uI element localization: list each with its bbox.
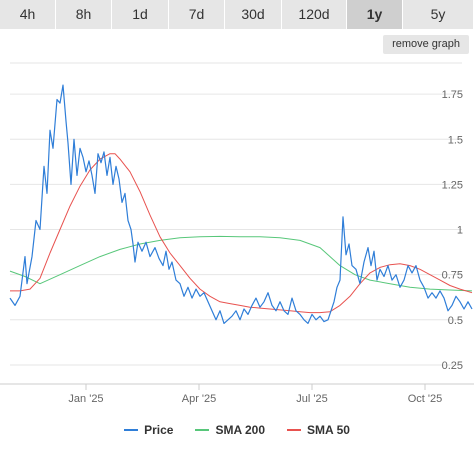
legend-label: Price (144, 423, 174, 437)
range-tab-1d[interactable]: 1d (112, 0, 169, 29)
legend-item-sma-200[interactable]: SMA 200 (195, 420, 265, 440)
range-tab-7d[interactable]: 7d (169, 0, 225, 29)
y-tick-label: 1.75 (442, 89, 463, 101)
legend-swatch (195, 429, 210, 431)
legend-item-sma-50[interactable]: SMA 50 (287, 420, 350, 440)
y-tick-label: 1.25 (442, 179, 463, 191)
range-tab-4h[interactable]: 4h (0, 0, 56, 29)
x-axis: Jan '25 Apr '25 Jul '25 Oct '25 (0, 383, 474, 405)
x-tick-label: Apr '25 (182, 393, 217, 405)
x-tick-label: Jul '25 (296, 393, 327, 405)
x-tick-label: Jan '25 (68, 393, 103, 405)
y-tick-label: 0.5 (448, 315, 463, 327)
legend-swatch (124, 429, 139, 431)
time-range-tabs: 4h 8h 1d 7d 30d 120d 1y 5y (0, 0, 474, 29)
range-tab-8h[interactable]: 8h (56, 0, 112, 29)
series-line-price (9, 84, 473, 324)
remove-graph-button[interactable]: remove graph (383, 35, 469, 54)
x-tick-label: Oct '25 (408, 393, 443, 405)
series-lines (9, 84, 473, 324)
legend-label: SMA 50 (307, 423, 350, 437)
y-tick-label: 1.5 (448, 134, 463, 146)
range-tab-1y[interactable]: 1y (347, 0, 403, 29)
y-axis: 0.25 0.5 0.75 1 1.25 1.5 1.75 (442, 89, 463, 372)
gridlines (10, 62, 462, 366)
chart-legend: Price SMA 200 SMA 50 (0, 420, 474, 440)
range-tab-30d[interactable]: 30d (225, 0, 282, 29)
legend-item-price[interactable]: Price (124, 420, 173, 440)
series-line-sma-200 (9, 235, 473, 292)
y-tick-label: 0.25 (442, 360, 463, 372)
range-tab-120d[interactable]: 120d (282, 0, 347, 29)
legend-swatch (287, 429, 302, 431)
y-tick-label: 0.75 (442, 270, 463, 282)
y-tick-label: 1 (457, 225, 463, 237)
series-line-sma-50 (10, 153, 473, 314)
legend-label: SMA 200 (215, 423, 266, 437)
